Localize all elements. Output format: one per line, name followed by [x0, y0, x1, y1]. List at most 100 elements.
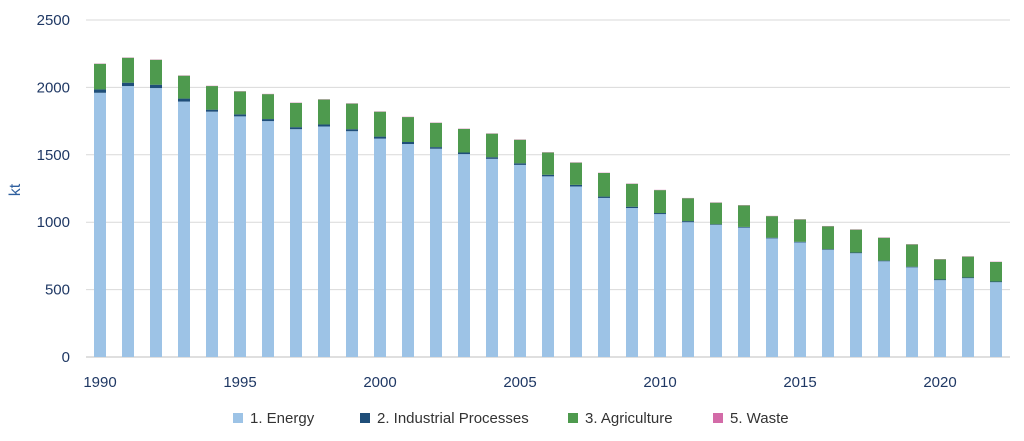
bar-segment [234, 114, 246, 117]
bar-segment [598, 196, 610, 198]
bar-segment [458, 128, 470, 153]
bar-segment [234, 116, 246, 357]
legend-swatch [233, 413, 243, 423]
bar-segment [766, 238, 778, 357]
bar-segment [850, 253, 862, 357]
y-tick-label: 500 [45, 282, 70, 299]
bar-segment [346, 131, 358, 357]
x-tick-label: 1995 [223, 374, 256, 391]
bar-segment [878, 260, 890, 262]
bar-segment [402, 144, 414, 357]
bar-segment [654, 213, 666, 215]
bar-segment [206, 109, 218, 112]
bar-segment [234, 91, 246, 115]
bar-segment [150, 59, 162, 85]
bar-segment [934, 280, 946, 357]
bar-segment [374, 138, 386, 357]
bar-segment [206, 86, 218, 110]
bar-segment [374, 111, 386, 137]
bar-segment [598, 172, 610, 197]
legend-swatch [360, 413, 370, 423]
y-tick-label: 0 [62, 349, 70, 366]
bar-segment [934, 259, 946, 280]
bar-segment [430, 122, 442, 148]
bar-segment [262, 121, 274, 357]
legend-label: 1. Energy [250, 410, 315, 427]
bar-segment [794, 219, 806, 242]
bar-segment [878, 261, 890, 357]
bar-segment [906, 267, 918, 357]
bar-segment [458, 154, 470, 357]
x-axis-ticks: 1990 1995 2000 2005 2010 2015 2020 [83, 374, 956, 391]
bar-segment [626, 208, 638, 357]
x-tick-label: 2005 [503, 374, 536, 391]
bar-segment [262, 119, 274, 122]
bar-segment [318, 124, 330, 127]
bar-segment [766, 216, 778, 238]
bar-segment [822, 249, 834, 250]
y-tick-label: 1000 [37, 214, 70, 231]
bar-segment [626, 206, 638, 209]
bar-segment [962, 278, 974, 357]
bar-segment [682, 222, 694, 357]
bar-segment [402, 117, 414, 142]
bar-segment [654, 190, 666, 214]
legend-label: 3. Agriculture [585, 410, 673, 427]
bar-segment [150, 88, 162, 357]
bar-segment [934, 279, 946, 281]
bar-segment [822, 249, 834, 357]
bar-segment [262, 94, 274, 120]
bar-segment [346, 103, 358, 130]
bar-segment [962, 277, 974, 279]
bar-segment [150, 84, 162, 89]
bar-segment [514, 163, 526, 165]
legend: 1. Energy 2. Industrial Processes 3. Agric… [233, 410, 789, 427]
bar-segment [542, 176, 554, 357]
bar-segment [794, 242, 806, 357]
legend-swatch [568, 413, 578, 423]
bar-segment [486, 157, 498, 159]
bar-segment [486, 158, 498, 357]
bar-segment [514, 139, 526, 164]
bar-segment [990, 261, 1002, 282]
bar-segment [822, 226, 834, 250]
x-tick-label: 2010 [643, 374, 676, 391]
bar-segment [206, 111, 218, 357]
bar-segment [710, 224, 722, 225]
bar-segment [738, 226, 750, 228]
bar-segment [570, 186, 582, 357]
bar-segment [766, 237, 778, 239]
x-tick-label: 2020 [923, 374, 956, 391]
bars [94, 57, 1002, 358]
bar-segment [654, 214, 666, 357]
bar-segment [878, 237, 890, 261]
bar-segment [962, 256, 974, 278]
y-tick-label: 2000 [37, 79, 70, 96]
bar-segment [906, 244, 918, 267]
legend-label: 5. Waste [730, 410, 789, 427]
legend-label: 2. Industrial Processes [377, 410, 529, 427]
bar-segment [122, 57, 134, 83]
bar-segment [402, 141, 414, 145]
bar-segment [738, 205, 750, 227]
bar-segment [318, 126, 330, 357]
bar-segment [178, 75, 190, 99]
bar-segment [178, 98, 190, 102]
bar-segment [94, 92, 106, 358]
bar-segment [570, 162, 582, 185]
bar-segment [318, 99, 330, 125]
y-axis-ticks: 0 500 1000 1500 2000 2500 [37, 12, 70, 366]
bar-segment [542, 152, 554, 175]
bar-segment [570, 184, 582, 187]
bar-segment [710, 202, 722, 225]
bar-segment [990, 282, 1002, 357]
bar-segment [514, 164, 526, 357]
bar-segment [598, 197, 610, 357]
bar-segment [458, 152, 470, 155]
bar-segment [626, 183, 638, 207]
bar-segment [794, 241, 806, 243]
bar-segment [346, 129, 358, 132]
bar-segment [990, 281, 1002, 283]
bar-segment [290, 102, 302, 128]
